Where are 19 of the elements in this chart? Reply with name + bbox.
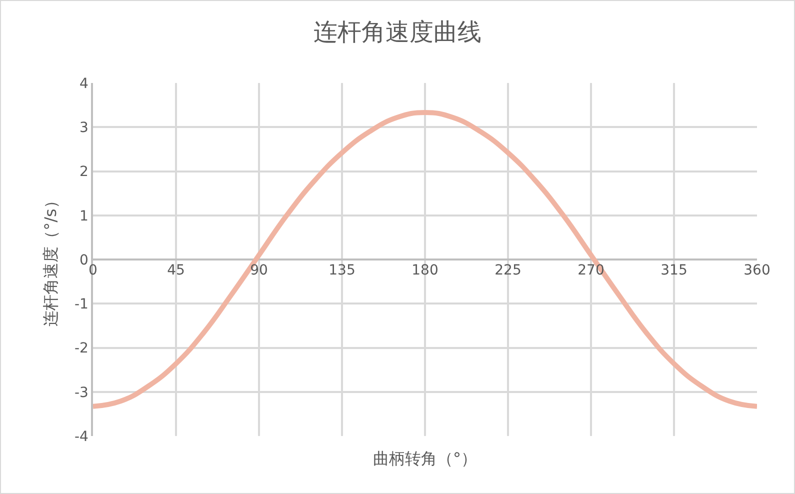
- y-tick-label: 3: [80, 120, 88, 136]
- y-tick-label: -3: [74, 384, 88, 401]
- x-tick-label: 45: [167, 262, 185, 278]
- x-tick-label: 315: [660, 262, 688, 278]
- y-axis-title: 连杆角速度（°/s）: [40, 192, 60, 326]
- x-tick-label: 135: [328, 262, 356, 278]
- y-tick-label: 2: [80, 164, 88, 180]
- y-tick-label: -1: [74, 296, 88, 313]
- y-tick-label: 4: [80, 76, 89, 92]
- y-tick-label: 1: [80, 208, 88, 224]
- y-tick-label: -4: [74, 428, 89, 445]
- x-tick-label: 225: [494, 262, 522, 278]
- x-tick-label: 180: [412, 262, 438, 278]
- x-tick-label: 360: [744, 262, 770, 278]
- x-axis-title: 曲柄转角（°）: [373, 449, 477, 468]
- y-tick-label: -2: [74, 340, 88, 357]
- y-tick-label: 0: [80, 252, 88, 268]
- x-tick-label: 90: [250, 262, 268, 278]
- chart-title: 连杆角速度曲线: [314, 18, 482, 46]
